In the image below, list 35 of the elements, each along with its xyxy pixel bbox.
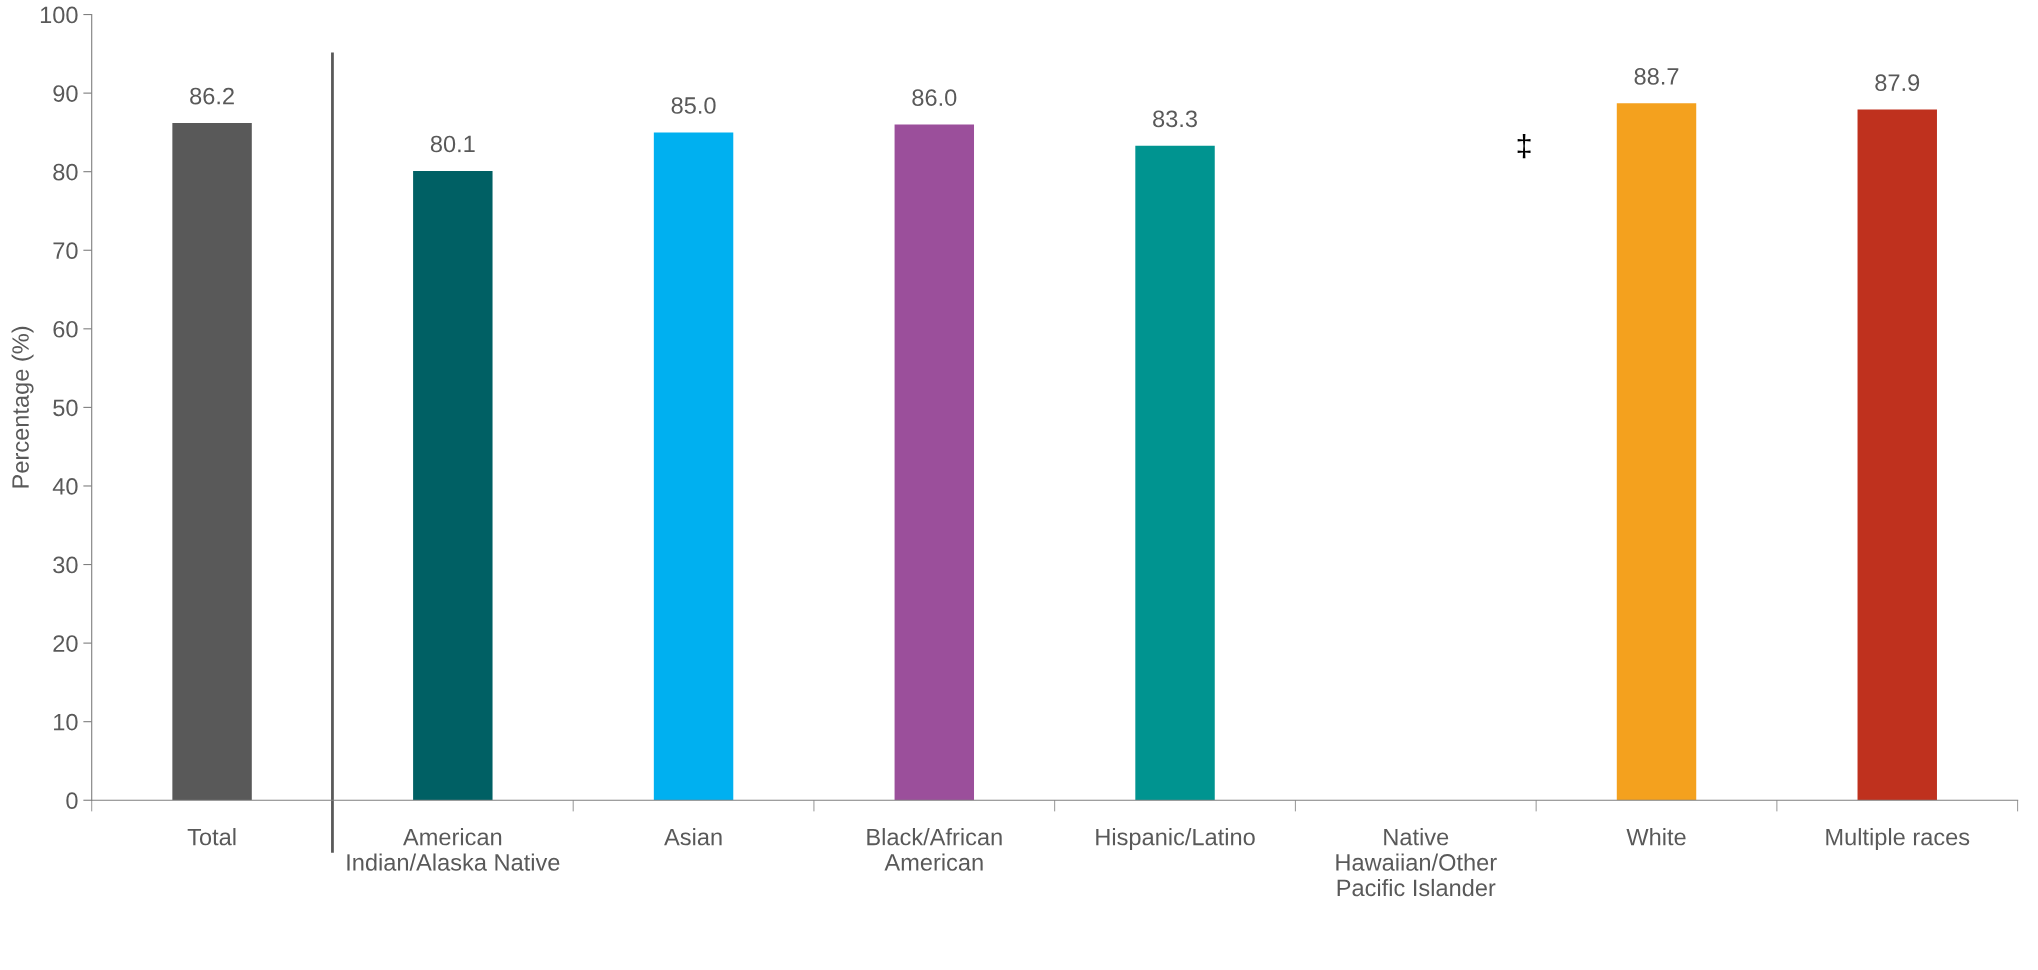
y-tick-label: 0 xyxy=(66,792,78,810)
x-tick-label: Hispanic/Latino xyxy=(1096,828,1255,851)
bar xyxy=(413,170,493,801)
bar xyxy=(894,124,975,801)
y-tick-label: 60 xyxy=(53,320,78,338)
data-label: 85.0 xyxy=(671,97,716,114)
y-tick-label: 10 xyxy=(54,713,78,731)
y-tick-label: 80 xyxy=(53,163,78,181)
y-tick-label: 100 xyxy=(40,6,78,24)
x-tick-label: Total xyxy=(187,828,236,846)
data-label: 86.0 xyxy=(912,89,957,106)
x-tick-label: White xyxy=(1626,828,1686,846)
x-tick-label: Asian xyxy=(664,828,722,846)
data-label: 83.3 xyxy=(1153,110,1197,128)
y-tick-label: 40 xyxy=(52,478,78,495)
data-label: 86.2 xyxy=(190,87,234,105)
bar xyxy=(1857,109,1937,801)
x-tick-label: Native Hawaiian/Other Pacific Islander xyxy=(1336,828,1497,897)
y-axis-title: Percentage (%) xyxy=(11,326,34,488)
annotation: ‡ xyxy=(1517,133,1531,159)
y-tick-label: 20 xyxy=(53,635,78,652)
y-tick-label: 90 xyxy=(53,85,78,102)
bar xyxy=(172,122,252,801)
data-label: 87.9 xyxy=(1875,74,1920,92)
data-label: 88.7 xyxy=(1634,68,1679,85)
y-tick-label: 50 xyxy=(53,399,78,417)
bar xyxy=(653,132,734,801)
y-tick-label: 30 xyxy=(53,556,78,574)
x-tick-label: Multiple races xyxy=(1826,828,1970,851)
bar xyxy=(1616,103,1697,801)
bar xyxy=(1135,145,1215,801)
x-tick-label: Black/African American xyxy=(867,828,1002,871)
x-tick-label: American Indian/Alaska Native xyxy=(347,828,560,871)
y-tick-label: 70 xyxy=(53,242,78,260)
data-label: 80.1 xyxy=(430,135,475,153)
